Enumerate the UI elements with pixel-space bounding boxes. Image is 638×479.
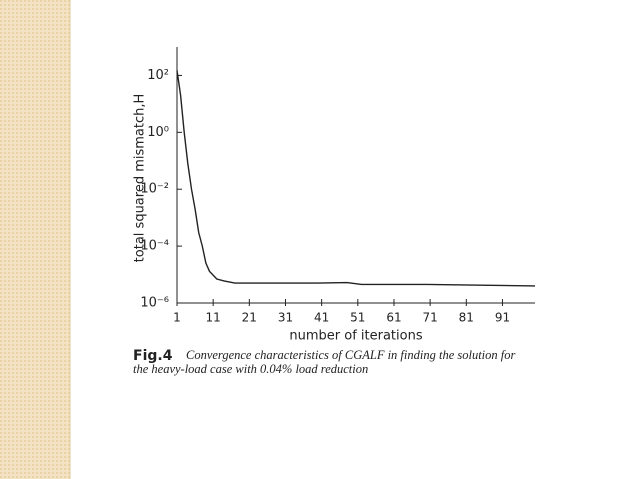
- y-tick-label: 10²: [147, 68, 169, 83]
- x-tick-label: 51: [350, 311, 365, 325]
- x-tick-label: 61: [386, 311, 401, 325]
- y-tick-label: 10⁻⁶: [140, 296, 169, 311]
- x-tick-label: 21: [242, 311, 257, 325]
- data-line: [176, 70, 536, 287]
- x-tick-label: 41: [314, 311, 329, 325]
- caption-line: the heavy-load case with 0.04% load redu…: [133, 362, 368, 376]
- x-tick-label: 91: [495, 311, 510, 325]
- x-tick-label: 1: [173, 311, 181, 325]
- side-strip: [0, 0, 70, 479]
- x-tick-label: 31: [278, 311, 293, 325]
- x-tick-label: 11: [206, 311, 221, 325]
- y-tick-label: 10⁻²: [140, 182, 169, 197]
- y-tick-label: 10⁻⁴: [140, 239, 169, 254]
- caption-label: Fig.4: [133, 348, 173, 364]
- y-axis-label: total squared mismatch,H: [133, 94, 148, 263]
- x-axis-label: number of iterations: [289, 329, 422, 344]
- x-tick-label: 71: [422, 311, 437, 325]
- x-tick-label: 81: [459, 311, 474, 325]
- caption-line: Convergence characteristics of CGALF in …: [186, 348, 515, 362]
- y-tick-label: 10⁰: [147, 125, 169, 140]
